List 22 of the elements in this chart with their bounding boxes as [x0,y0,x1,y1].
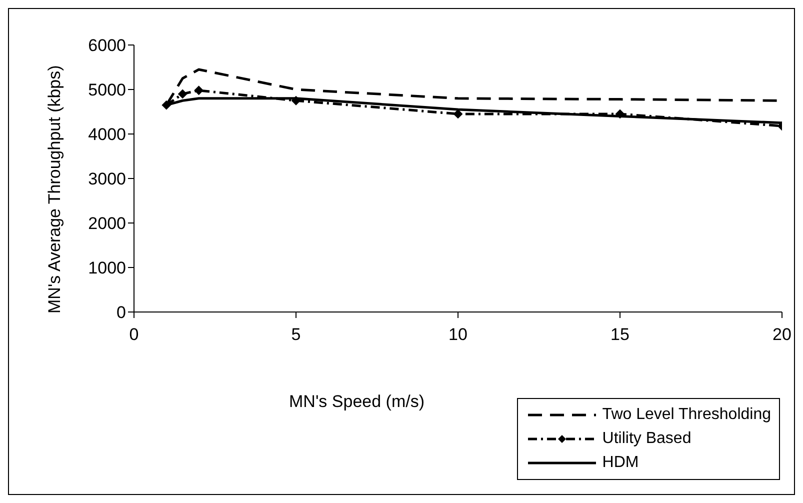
point [178,89,188,98]
x-tick-label: 10 [448,325,468,344]
y-axis-title: MN's Average Throughput (kbps) [45,65,64,314]
x-axis-title: MN's Speed (m/s) [289,392,424,411]
y-tick-label: 6000 [88,36,126,56]
point [194,86,204,95]
y-tick-label: 2000 [88,214,126,234]
y-tick-label: 3000 [88,170,126,189]
y-tick-label: 1000 [88,258,126,278]
legend-label: HDM [602,454,639,472]
x-tick-label: 5 [291,325,301,344]
x-tick-label: 15 [610,325,630,344]
legend-label: Two Level Thresholding [602,406,771,424]
x-tick-label: 0 [129,325,139,344]
y-tick-label: 4000 [88,125,126,144]
point [162,100,171,110]
point [292,96,300,106]
y-tick-label: 5000 [88,80,126,100]
x-tick-label: 20 [772,325,792,344]
legend-label: Utility Based [602,430,692,448]
y-tick-label: 0 [116,303,126,322]
point [616,109,624,118]
